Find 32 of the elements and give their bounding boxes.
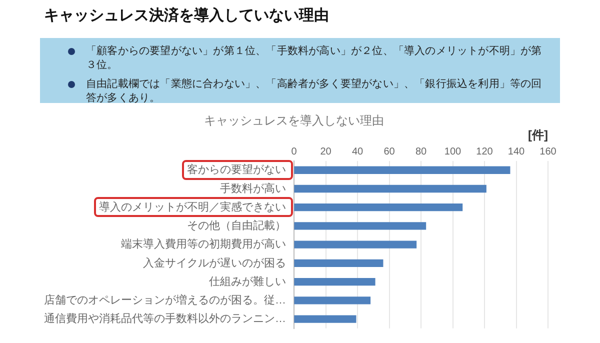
y-tick-label: 店舗でのオペレーションが増えるのが困る。従…	[44, 294, 286, 306]
y-tick-label: 手数料が高い	[220, 182, 286, 195]
bar	[294, 278, 376, 286]
bar	[294, 259, 384, 268]
bar	[294, 184, 486, 193]
chart-title: キャッシュレス決済を導入していない理由	[44, 6, 329, 25]
y-tick-label: 通信費用や消耗品代等の手数料以外のランニン…	[44, 312, 286, 326]
y-tick-label: 端末導入費用等の初期費用が高い	[121, 238, 286, 251]
bar	[294, 315, 356, 323]
y-tick-label: 導入のメリットが不明／実感できない	[99, 200, 286, 214]
x-tick-label: 80	[415, 146, 427, 158]
bar	[294, 296, 371, 304]
x-tick-label: 20	[320, 146, 332, 158]
x-tick-label: 100	[444, 146, 462, 158]
x-tick-label: 140	[508, 146, 526, 158]
x-tick-label: 160	[540, 146, 557, 158]
y-tick-label: 入金サイクルが遅いのが困る	[143, 256, 286, 270]
y-tick-label: 仕組みが難しい	[209, 274, 286, 288]
x-tick-label: 0	[291, 146, 298, 158]
y-tick-label: その他（自由記載）	[187, 219, 286, 232]
bar	[294, 204, 463, 212]
bar	[294, 222, 426, 230]
x-axis-title: [件]	[528, 128, 548, 142]
chart-subtitle: キャッシュレスを導入しない理由	[204, 114, 384, 128]
text: 自由記載欄では「業態に合わない」、「高齢者が多く要望がない」、「銀行振込を利用」等の回答が多くあり。	[85, 77, 543, 105]
text: 「顧客からの要望がない」が第１位、「手数料が高い」が２位、「導入のメリットが不明」が第３位。	[85, 44, 543, 72]
x-tick-label: 60	[384, 146, 396, 158]
bar	[294, 240, 417, 248]
x-tick-label: 40	[352, 146, 364, 158]
bar	[294, 166, 510, 174]
y-tick-label: 客からの要望がない	[187, 163, 286, 176]
x-tick-label: 120	[476, 146, 494, 158]
